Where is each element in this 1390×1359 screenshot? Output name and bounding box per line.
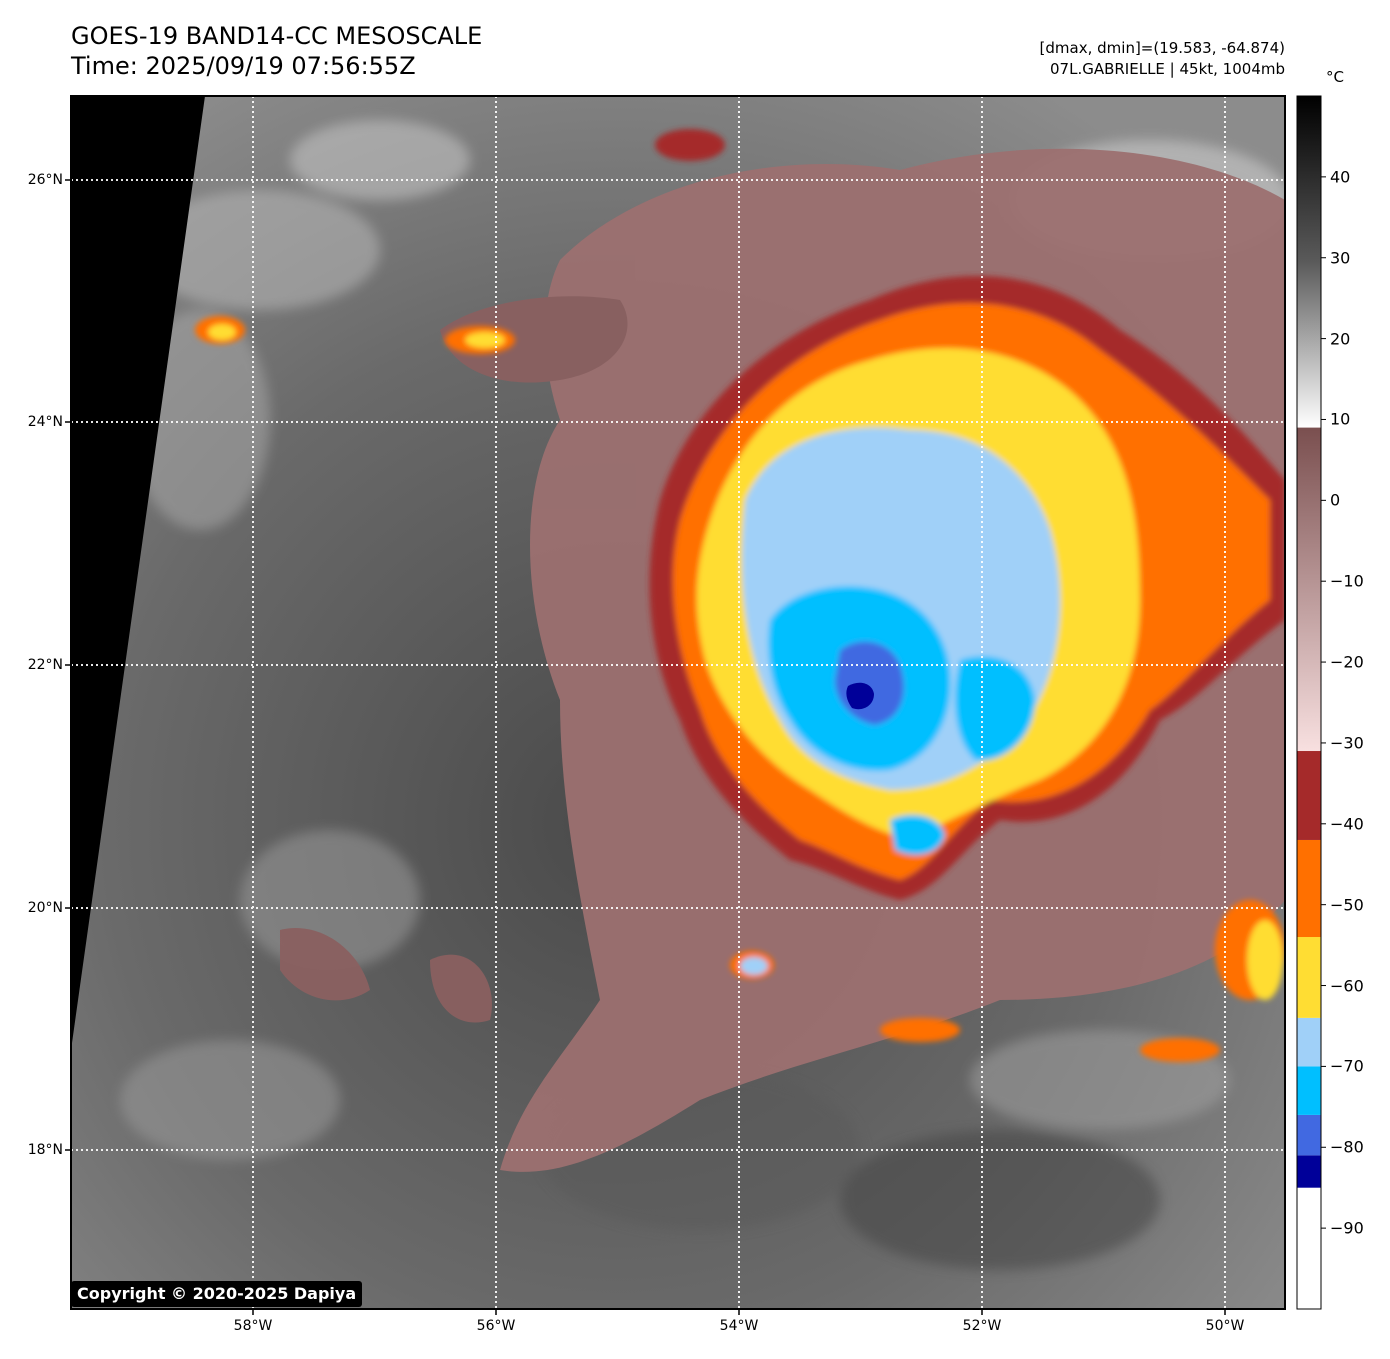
map-frame — [70, 95, 1286, 1310]
colorbar-band — [1297, 937, 1321, 1018]
isolated-cells — [195, 129, 1285, 1062]
colorbar-tick-label: 0 — [1330, 490, 1341, 510]
colorbar-tick-label: −70 — [1330, 1056, 1364, 1076]
colorbar-gradient-segment — [1297, 427, 1321, 752]
band-minus-85 — [846, 682, 874, 710]
copyright-notice: Copyright © 2020-2025 Dapiya — [71, 1281, 363, 1307]
lat-label-18n: 18°N — [27, 1142, 63, 1158]
map-title: GOES-19 BAND14-CC MESOSCALE — [71, 22, 483, 50]
colorbar-unit: °C — [1326, 68, 1344, 86]
colorbar-gradient-segment — [1297, 96, 1321, 428]
colorbar-tick-label: −40 — [1330, 814, 1364, 834]
lat-label-22n: 22°N — [27, 657, 63, 673]
colorbar — [1297, 96, 1321, 1309]
lon-label-54w: 54°W — [719, 1318, 759, 1334]
lon-label-58w: 58°W — [233, 1318, 273, 1334]
colorbar-band — [1297, 1155, 1321, 1188]
colorbar-tick-label: 30 — [1330, 248, 1351, 268]
colorbar-band — [1297, 1114, 1321, 1156]
lon-label-56w: 56°W — [476, 1318, 516, 1334]
colorbar-band — [1297, 1187, 1321, 1309]
lat-label-26n: 26°N — [27, 172, 63, 188]
graticule — [71, 96, 1285, 1309]
lat-label-20n: 20°N — [27, 900, 63, 916]
no-data-wedge — [71, 96, 205, 1050]
colorbar-tick-label: −80 — [1330, 1137, 1364, 1157]
axis-ticks — [65, 179, 1226, 1315]
colorbar-tick-label: −20 — [1330, 652, 1364, 672]
convective-core — [649, 276, 1285, 900]
imagery-layer — [71, 96, 1285, 1309]
colorbar-band — [1297, 1017, 1321, 1067]
lat-label-24n: 24°N — [27, 414, 63, 430]
dmax-dmin-readout: [dmax, dmin]=(19.583, -64.874) — [1039, 39, 1285, 57]
lon-label-50w: 50°W — [1205, 1318, 1245, 1334]
colorbar-tick-label: −60 — [1330, 976, 1364, 996]
colorbar-band — [1297, 751, 1321, 840]
lon-label-52w: 52°W — [962, 1318, 1002, 1334]
storm-info: 07L.GABRIELLE | 45kt, 1004mb — [1050, 60, 1285, 78]
colorbar-tick-label: 20 — [1330, 329, 1351, 349]
colorbar-tick-label: −30 — [1330, 733, 1364, 753]
colorbar-tick-label: −10 — [1330, 571, 1364, 591]
colorbar-band — [1297, 1066, 1321, 1115]
colorbar-tick-label: −90 — [1330, 1218, 1364, 1238]
colorbar-band — [1297, 839, 1321, 938]
colorbar-frame — [1296, 95, 1322, 1310]
image-timestamp: Time: 2025/09/19 07:56:55Z — [71, 52, 416, 80]
colorbar-tick-label: −50 — [1330, 895, 1364, 915]
colorbar-tick-label: 10 — [1330, 409, 1351, 429]
colorbar-tick-label: 40 — [1330, 167, 1351, 187]
